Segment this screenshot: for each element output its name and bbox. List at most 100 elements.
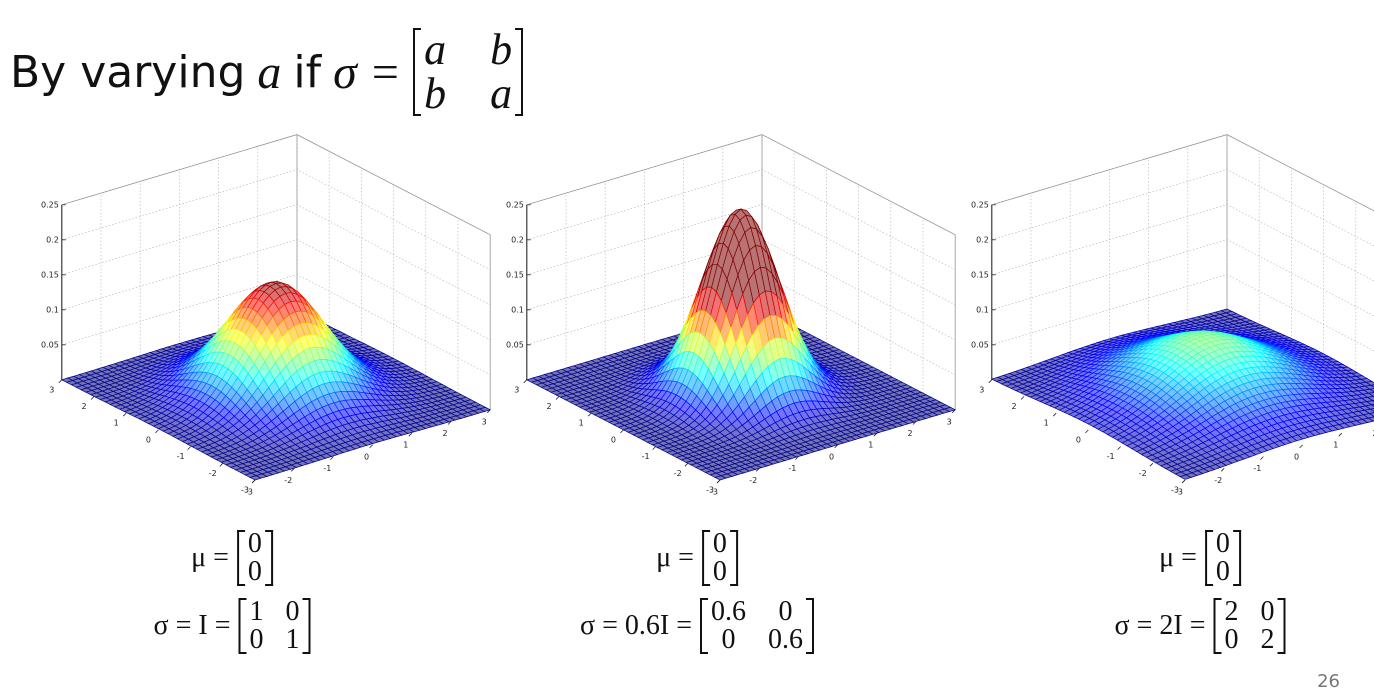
tick-mark <box>408 432 413 437</box>
tick-mark <box>1149 463 1154 467</box>
tick-mark <box>834 444 838 449</box>
y-tick-label: -2 <box>209 469 217 478</box>
tick-mark <box>219 463 224 467</box>
y-tick-label: -2 <box>674 469 682 478</box>
z-tick-label: 0.2 <box>46 235 59 244</box>
x-tick-label: -3 <box>245 488 253 497</box>
z-tick-label: 0.25 <box>506 200 524 209</box>
grid-line <box>61 169 491 271</box>
y-tick-label: -3 <box>1171 486 1179 495</box>
tick-mark <box>1085 429 1089 434</box>
title-lhs: σ = <box>333 45 402 99</box>
y-tick-label: 2 <box>81 402 86 411</box>
y-tick-label: -3 <box>706 486 714 495</box>
z-tick-label: 0.25 <box>971 200 989 209</box>
x-tick-label: -2 <box>1214 476 1222 485</box>
x-tick-label: 2 <box>442 429 447 438</box>
z-tick-label: 0.15 <box>971 270 989 279</box>
z-tick-label: 0.05 <box>971 340 989 349</box>
tick-mark <box>1338 432 1343 437</box>
x-tick-label: 1 <box>403 441 408 450</box>
y-tick-label: 2 <box>1011 402 1016 411</box>
z-tick-label: 0.1 <box>976 305 989 314</box>
x-tick-label: 3 <box>947 417 952 426</box>
y-tick-label: -1 <box>642 452 650 461</box>
y-tick-label: 1 <box>1044 419 1049 428</box>
y-tick-label: 1 <box>579 419 584 428</box>
tick-mark <box>873 432 878 437</box>
tick-mark <box>652 446 656 450</box>
y-tick-label: -1 <box>177 452 185 461</box>
surface <box>990 308 1374 480</box>
plots: 0.05 0.1 0.15 0.2 0.25 -3 -2 -1 0 1 2 3 -3 -2 -1 0 1 2 3 0.… <box>41 134 1374 497</box>
x-tick-label: 0 <box>829 452 834 461</box>
grid-line <box>991 134 1374 212</box>
x-tick-label: 1 <box>868 441 873 450</box>
tick-mark <box>447 421 452 425</box>
tick-mark <box>1117 446 1121 450</box>
z-tick-label: 0.2 <box>976 235 989 244</box>
tick-mark <box>716 479 721 484</box>
matrix-entry: b <box>490 25 513 74</box>
tick-mark <box>290 468 295 472</box>
surface <box>60 281 492 481</box>
z-tick-label: 0.1 <box>46 305 59 314</box>
tick-mark <box>251 479 256 484</box>
surface-cell <box>249 475 262 481</box>
tick-mark <box>684 463 689 467</box>
matrix-entry: b <box>424 69 447 118</box>
y-tick-label: -2 <box>1139 469 1147 478</box>
tick-mark <box>122 412 127 417</box>
matrix-entry: a <box>490 69 513 118</box>
z-tick-label: 0.15 <box>41 270 59 279</box>
tick-mark <box>587 412 592 417</box>
tick-mark <box>1220 468 1225 472</box>
tick-mark <box>155 429 159 434</box>
z-tick-label: 0.2 <box>511 235 524 244</box>
x-tick-label: -1 <box>1253 464 1261 473</box>
tick-mark <box>795 456 799 460</box>
y-tick-label: 3 <box>49 385 54 394</box>
y-tick-label: -1 <box>1107 452 1115 461</box>
grid-line <box>991 204 1374 282</box>
title-text: if <box>293 46 322 98</box>
tick-mark <box>523 379 528 384</box>
y-tick-label: 0 <box>146 435 151 444</box>
y-tick-label: -3 <box>241 486 249 495</box>
title-var: a <box>257 45 282 99</box>
y-tick-label: 3 <box>514 385 519 394</box>
z-tick-label: 0.1 <box>511 305 524 314</box>
z-tick-label: 0.05 <box>506 340 524 349</box>
matrix-entry: a <box>424 25 447 74</box>
x-tick-label: -1 <box>788 464 796 473</box>
x-tick-label: -3 <box>710 488 718 497</box>
z-tick-label: 0.05 <box>41 340 59 349</box>
tick-mark <box>1181 479 1186 484</box>
x-tick-label: -1 <box>323 464 331 473</box>
bracket <box>413 28 422 116</box>
tick-mark <box>1020 396 1025 400</box>
tick-mark <box>1299 444 1303 449</box>
title-text: By varying <box>10 46 246 98</box>
y-tick-label: 0 <box>1076 435 1081 444</box>
bracket <box>515 28 524 116</box>
y-tick-label: 0 <box>611 435 616 444</box>
y-tick-label: 3 <box>979 385 984 394</box>
tick-mark <box>187 446 191 450</box>
tick-mark <box>369 444 373 449</box>
tick-mark <box>330 456 334 460</box>
tick-mark <box>988 379 993 384</box>
surface <box>525 208 957 481</box>
tick-mark <box>555 396 560 400</box>
page-number: 26 <box>1317 671 1340 692</box>
z-tick-label: 0.15 <box>506 270 524 279</box>
tick-mark <box>1260 456 1264 460</box>
y-tick-label: 2 <box>546 402 551 411</box>
x-tick-label: -2 <box>284 476 292 485</box>
x-tick-label: 2 <box>907 429 912 438</box>
